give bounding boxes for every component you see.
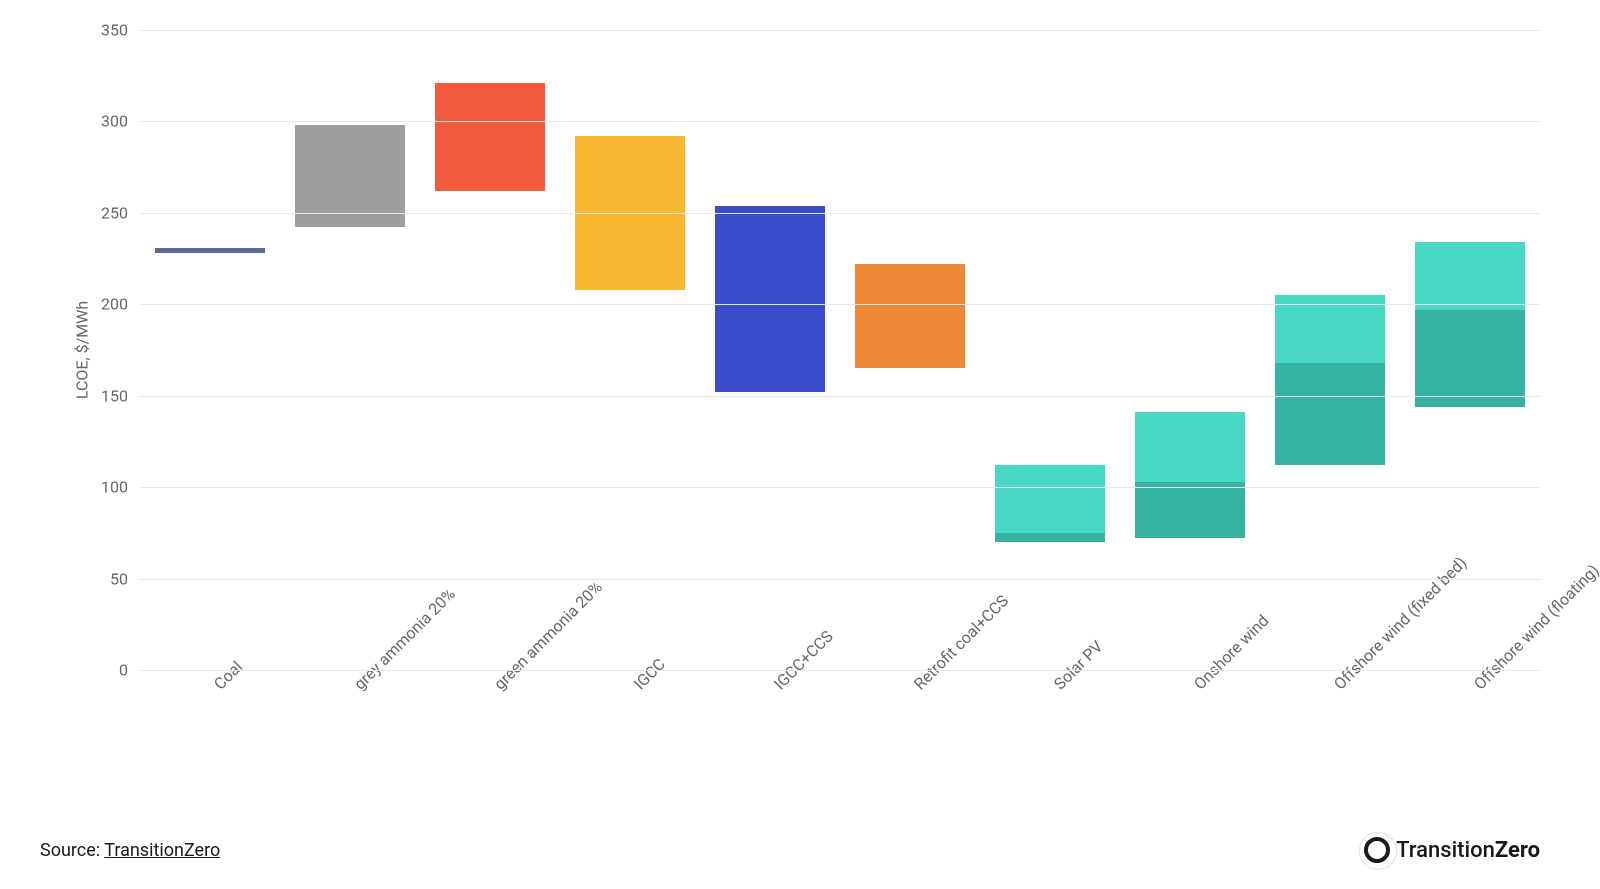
y-tick-label: 0: [80, 661, 140, 680]
range-box: [715, 206, 824, 393]
logo-text-b: Zero: [1495, 838, 1540, 863]
lcoe-range-chart: LCOE, $/MWh Coal20% grey ammonia20% gree…: [100, 30, 1540, 670]
range-box: [995, 465, 1104, 542]
y-tick-label: 250: [80, 203, 140, 222]
range-box: [995, 533, 1104, 542]
bar-slot: 20% grey ammonia: [295, 30, 404, 670]
range-box: [855, 264, 964, 368]
gridline: [140, 304, 1540, 305]
x-tick-label: Solar PV: [1050, 637, 1106, 693]
gridline: [140, 30, 1540, 31]
x-tick-label: IGCC: [630, 654, 669, 693]
bar-slot: Onshore wind: [1135, 30, 1244, 670]
logo-text: TransitionZero: [1396, 838, 1540, 863]
x-tick-label: IGCC+CCS: [770, 627, 837, 694]
y-tick-label: 300: [80, 112, 140, 131]
logo-circle-icon: [1364, 837, 1390, 863]
source-link[interactable]: TransitionZero: [104, 840, 220, 861]
gridline: [140, 487, 1540, 488]
x-tick-label: Offshore wind (floating): [1470, 561, 1600, 694]
bar-slot: IGCC: [575, 30, 684, 670]
y-tick-label: 200: [80, 295, 140, 314]
bar-slot: Retrofit coal+CCS: [855, 30, 964, 670]
bar-slot: IGCC+CCS: [715, 30, 824, 670]
bar-slot: 20% green ammonia: [435, 30, 544, 670]
bar-slot: Offshore wind (fixed bed): [1275, 30, 1384, 670]
footer: Source: TransitionZero TransitionZero: [40, 837, 1540, 863]
gridline: [140, 213, 1540, 214]
range-box: [1415, 310, 1524, 407]
range-box: [1275, 363, 1384, 465]
gridline: [140, 670, 1540, 671]
plot-area: Coal 20% grey ammonia 20% green ammonia IGC…: [140, 30, 1540, 670]
gridline: [140, 121, 1540, 122]
gridline: [140, 579, 1540, 580]
x-tick-label: Coal: [210, 657, 246, 693]
range-box: [1135, 482, 1244, 539]
bars-container: Coal 20% grey ammonia 20% green ammonia IGC…: [140, 30, 1540, 670]
logo-text-a: Transition: [1396, 838, 1495, 863]
gridline: [140, 396, 1540, 397]
brand-logo: TransitionZero: [1364, 837, 1540, 863]
source-prefix: Source:: [40, 840, 104, 861]
source-citation: Source: TransitionZero: [40, 840, 220, 861]
y-tick-label: 50: [80, 569, 140, 588]
y-tick-label: 100: [80, 478, 140, 497]
y-tick-label: 150: [80, 386, 140, 405]
x-tick-label: Onshore wind: [1190, 611, 1272, 693]
bar-slot: Solar PV: [995, 30, 1104, 670]
range-box: [155, 248, 264, 253]
bar-slot: Offshore wind (floating): [1415, 30, 1524, 670]
bar-slot: Coal: [155, 30, 264, 670]
y-axis-label: LCOE, $/MWh: [73, 301, 92, 399]
range-box: [435, 83, 544, 191]
y-tick-label: 350: [80, 21, 140, 40]
